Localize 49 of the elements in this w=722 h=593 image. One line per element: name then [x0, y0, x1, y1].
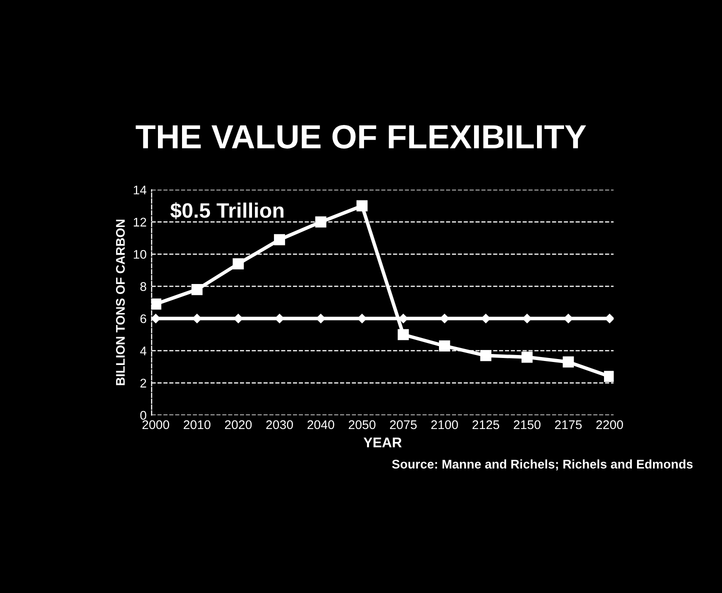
- point: [191, 284, 203, 296]
- point: [152, 298, 162, 310]
- x-tick-label: 2030: [266, 420, 293, 430]
- point: [604, 314, 614, 324]
- point: [480, 350, 492, 362]
- y-tick-label: 4: [140, 346, 146, 356]
- point: [192, 314, 202, 324]
- y-tick-label: 8: [140, 282, 146, 291]
- chart-title: THE VALUE OF FLEXIBILITY: [136, 124, 586, 149]
- y-tick-label: 2: [140, 378, 146, 388]
- x-tick-label: 2100: [431, 420, 458, 430]
- point: [356, 200, 368, 212]
- point: [398, 329, 409, 340]
- point: [440, 314, 450, 324]
- point: [357, 314, 367, 324]
- point: [481, 314, 490, 324]
- point: [316, 314, 326, 324]
- y-tick-label: 0: [140, 410, 146, 420]
- annotation: $0.5 Trillion: [170, 202, 284, 220]
- point: [274, 234, 286, 246]
- x-tick-label: 2125: [472, 420, 500, 430]
- point: [232, 258, 244, 270]
- point: [315, 216, 326, 228]
- x-tick-label: 2150: [514, 420, 540, 430]
- x-tick-label: 2075: [390, 420, 417, 430]
- point: [522, 314, 532, 324]
- point: [604, 370, 614, 382]
- point: [398, 314, 408, 324]
- x-tick-label: 2050: [348, 420, 376, 430]
- x-tick-label: 2040: [308, 420, 334, 430]
- y-tick-label: 14: [134, 186, 146, 194]
- y-axis-title: BILLION TONS OF CARBON: [116, 220, 125, 386]
- point: [562, 356, 574, 368]
- point: [438, 340, 450, 352]
- x-tick-label: 2020: [224, 420, 252, 430]
- y-tick-label: 10: [134, 250, 146, 259]
- y-tick-label: 6: [140, 314, 146, 324]
- y-tick-label: 12: [134, 218, 146, 226]
- x-tick-label: 2175: [555, 420, 582, 430]
- point: [274, 314, 284, 324]
- x-tick-label: 2200: [596, 420, 623, 430]
- point: [522, 352, 533, 363]
- x-tick-label: 2010: [184, 420, 210, 430]
- point: [234, 314, 243, 324]
- x-axis-title: YEAR: [364, 438, 402, 448]
- source-note: Source: Manne and Richels; Richels and Edmonds: [392, 459, 693, 470]
- x-tick-label: 2000: [142, 420, 170, 430]
- point: [152, 314, 160, 324]
- point: [564, 314, 573, 324]
